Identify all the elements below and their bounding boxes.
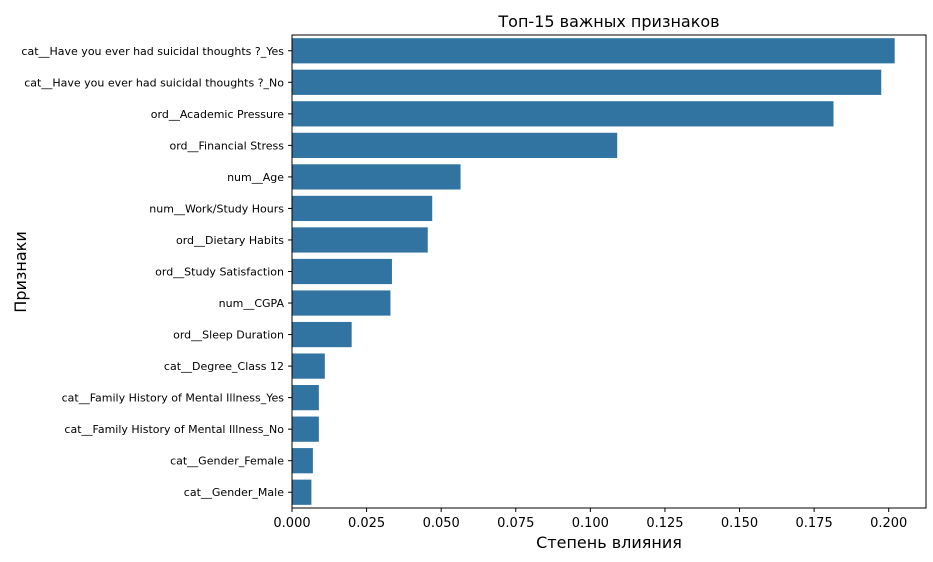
bar [292, 227, 428, 253]
category-label: num__CGPA [219, 297, 285, 310]
category-label: ord__Financial Stress [169, 139, 284, 152]
category-label: cat__Family History of Mental Illness_No [64, 423, 284, 436]
bar [292, 164, 461, 190]
bar [292, 69, 882, 95]
category-label: cat__Gender_Female [170, 455, 284, 468]
bar [292, 416, 319, 442]
category-label: ord__Dietary Habits [176, 234, 284, 247]
bar [292, 195, 433, 222]
bar [292, 448, 313, 474]
category-label: cat__Have you ever had suicidal thoughts… [21, 45, 284, 58]
bars-group [292, 38, 895, 505]
category-label: ord__Sleep Duration [173, 329, 284, 342]
bar [292, 258, 392, 285]
x-tick-label: 0.075 [497, 516, 534, 531]
category-labels-group: cat__Have you ever had suicidal thoughts… [21, 45, 292, 499]
x-tick-label: 0.200 [870, 516, 907, 531]
category-label: cat__Gender_Male [184, 486, 284, 499]
bar [292, 353, 325, 379]
x-tick-label: 0.050 [423, 516, 460, 531]
bar [292, 321, 352, 348]
category-label: num__Age [227, 171, 284, 184]
x-tick-label: 0.100 [572, 516, 609, 531]
bar [292, 38, 895, 64]
category-label: ord__Academic Pressure [151, 108, 284, 121]
category-label: cat__Have you ever had suicidal thoughts… [24, 76, 284, 89]
x-tick-label: 0.000 [273, 516, 310, 531]
category-label: num__Work/Study Hours [149, 202, 284, 215]
x-tick-label: 0.125 [646, 516, 683, 531]
x-axis-title: Степень влияния [536, 533, 682, 552]
bar [292, 132, 618, 158]
bar [292, 385, 319, 411]
x-tick-label: 0.025 [348, 516, 385, 531]
y-axis-title: Признаки [11, 231, 30, 312]
category-label: cat__Degree_Class 12 [164, 360, 284, 373]
bar [292, 290, 391, 316]
plot-frame [291, 34, 927, 509]
bar [292, 101, 834, 127]
x-ticks-group: 0.000 0.025 0.050 0.075 0.100 0.125 0.150 0.175… [273, 508, 907, 531]
bar [292, 479, 312, 505]
category-label: cat__Family History of Mental Illness_Ye… [62, 392, 285, 405]
category-label: ord__Study Satisfaction [155, 266, 284, 279]
chart-title: Топ-15 важных признаков [497, 12, 719, 31]
x-tick-label: 0.175 [796, 516, 833, 531]
x-tick-label: 0.150 [721, 516, 758, 531]
